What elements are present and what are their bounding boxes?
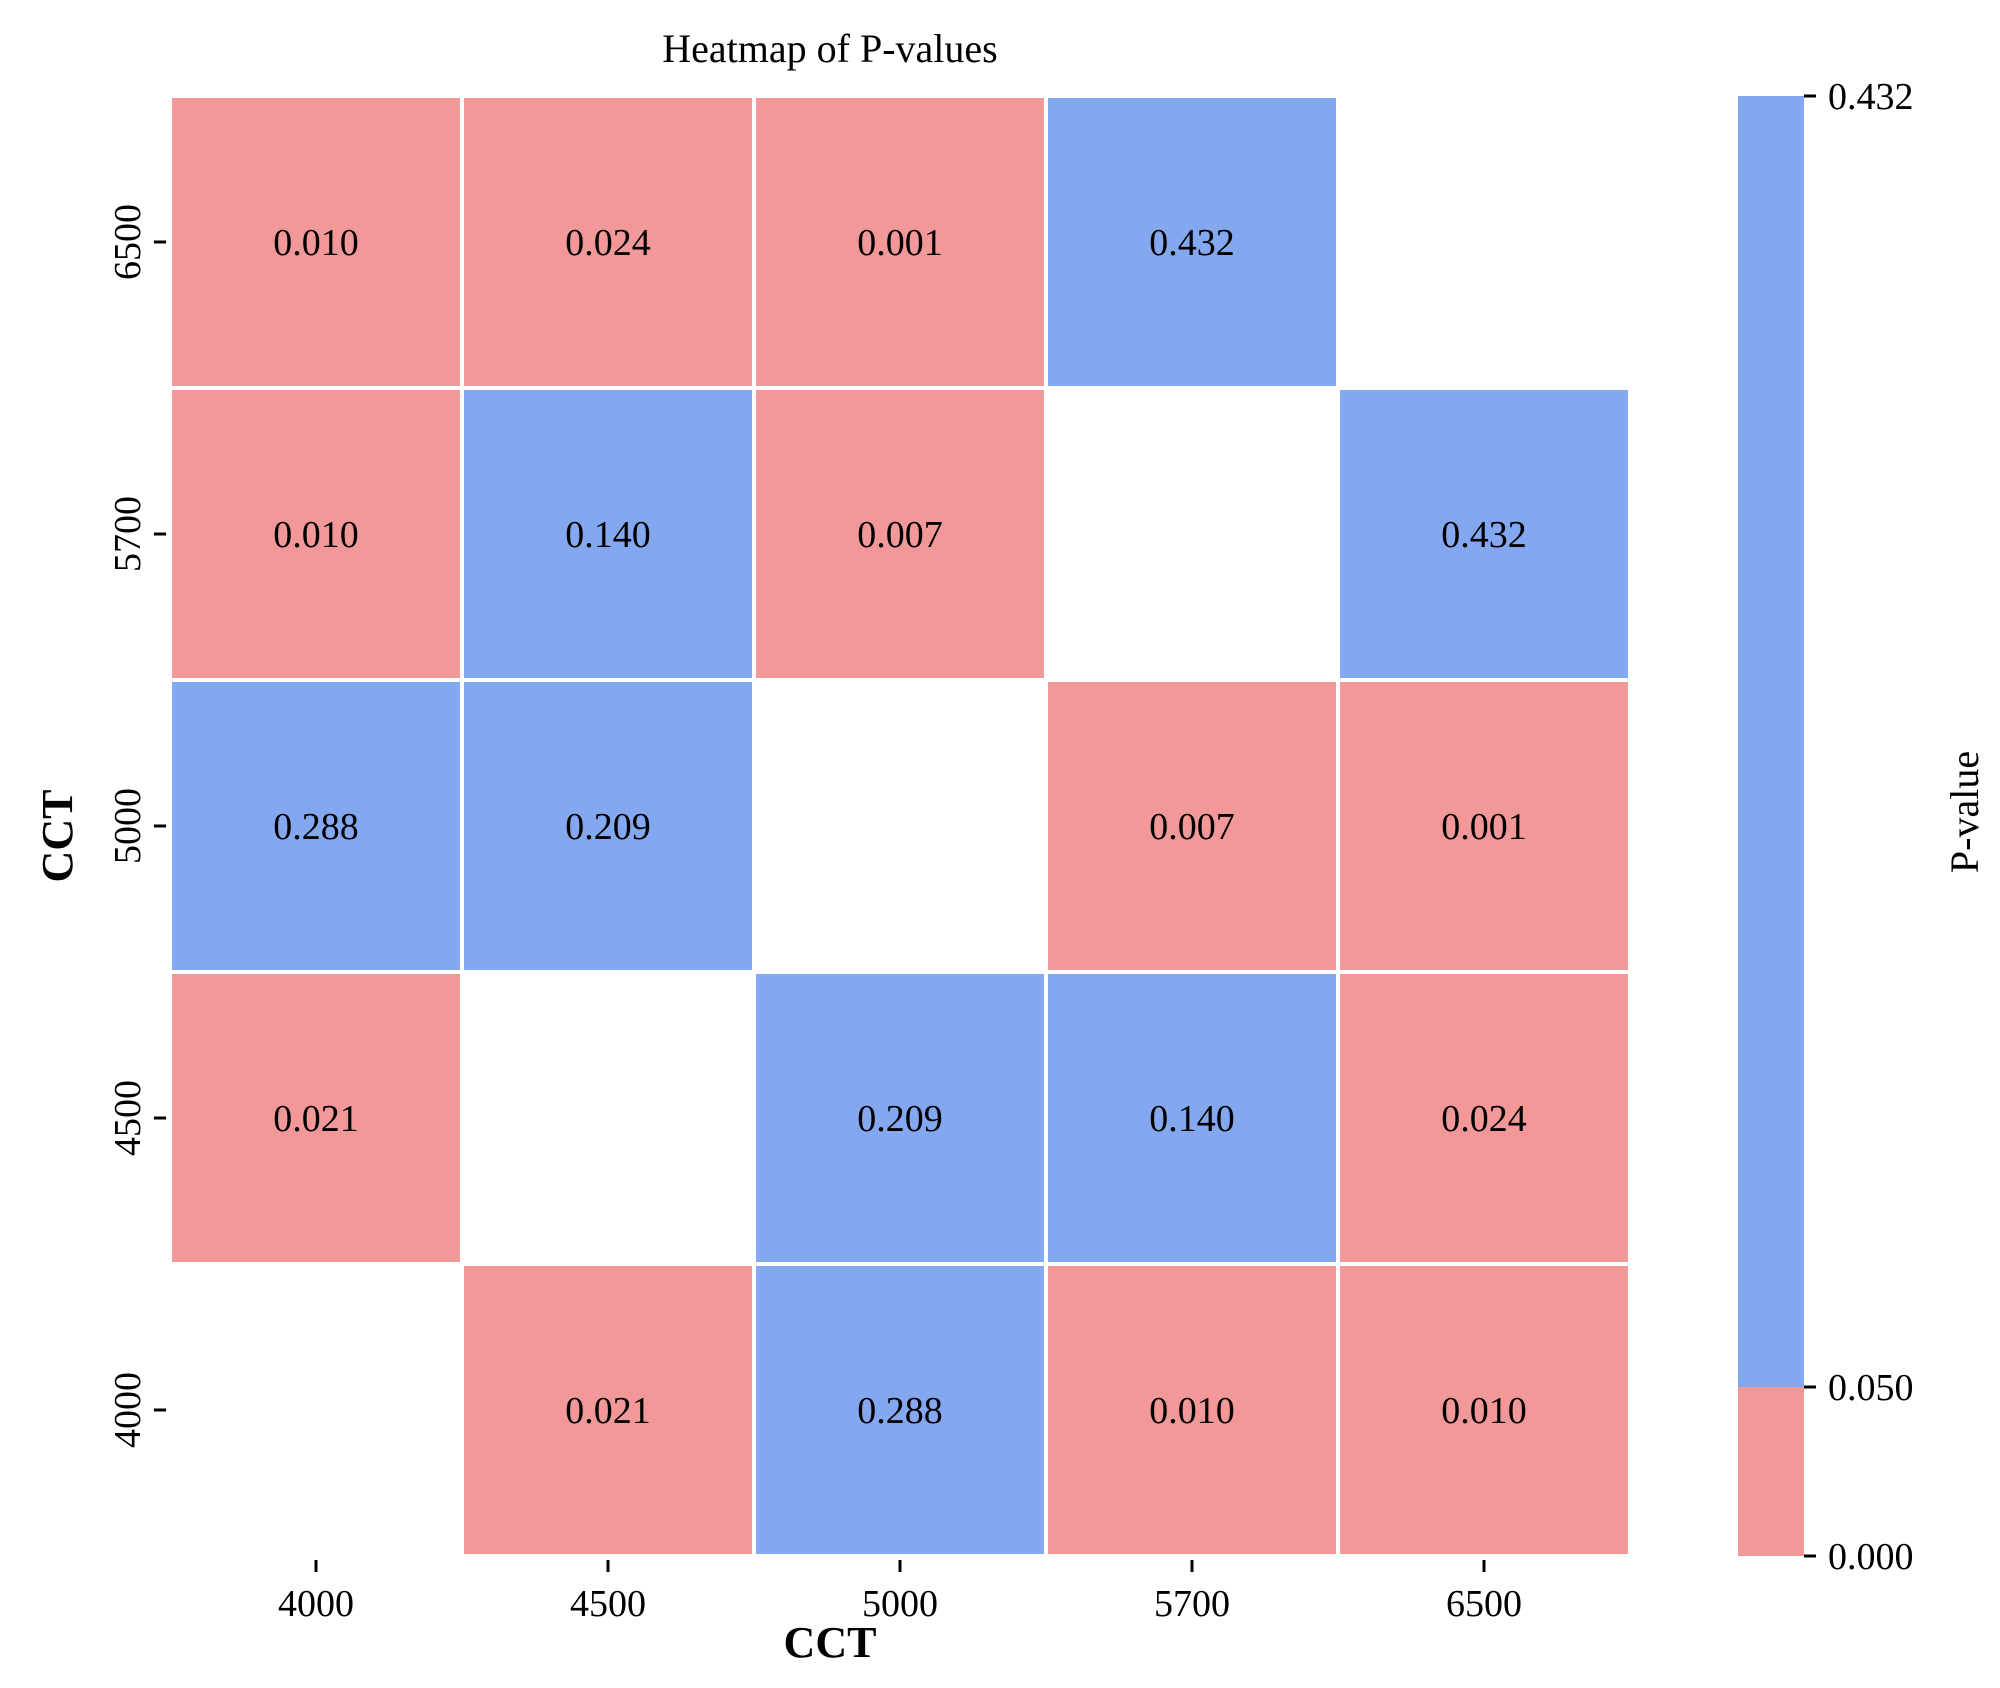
x-tick-label: 5000 (862, 1583, 938, 1625)
heatmap-cell (1044, 94, 1340, 390)
heatmap-cell (168, 970, 464, 1266)
colorbar-segment-below (1738, 1387, 1804, 1556)
cell-value-label: 0.010 (273, 514, 359, 556)
heatmap-cell (460, 94, 756, 390)
cell-value-label: 0.288 (857, 1390, 943, 1432)
colorbar-tick-label: 0.050 (1828, 1367, 1914, 1409)
colorbar-tick-label: 0.432 (1828, 76, 1914, 118)
cell-value-label: 0.001 (857, 222, 943, 264)
colorbar-label: P-value (1942, 751, 1987, 873)
heatmap-cell (752, 1262, 1048, 1558)
cell-value-label: 0.007 (1149, 806, 1235, 848)
heatmap-cell (1336, 386, 1632, 682)
cell-value-label: 0.432 (1441, 514, 1527, 556)
cell-value-label: 0.021 (273, 1098, 359, 1140)
heatmap-cell (460, 678, 756, 974)
y-tick-label: 5700 (107, 496, 149, 572)
cell-value-label: 0.432 (1149, 222, 1235, 264)
heatmap-cell (1336, 970, 1632, 1266)
x-tick-label: 4000 (278, 1583, 354, 1625)
cell-value-label: 0.021 (565, 1390, 651, 1432)
cell-value-label: 0.140 (565, 514, 651, 556)
y-tick-label: 6500 (107, 204, 149, 280)
y-axis-label: CCT (33, 790, 82, 883)
x-axis: 4000 4500 5000 5700 6500 (278, 1560, 1522, 1625)
cell-value-label: 0.010 (1149, 1390, 1235, 1432)
y-axis: 6500 5700 5000 4500 4000 (107, 204, 166, 1448)
cell-value-label: 0.010 (1441, 1390, 1527, 1432)
cell-value-label: 0.007 (857, 514, 943, 556)
y-tick-label: 5000 (107, 788, 149, 864)
x-tick-label: 6500 (1446, 1583, 1522, 1625)
heatmap-cell (460, 386, 756, 682)
y-tick-label: 4500 (107, 1080, 149, 1156)
cell-value-label: 0.024 (565, 222, 651, 264)
heatmap-cells: 0.010 0.024 0.001 0.432 0.010 0.140 0.007 0.432… (168, 94, 1632, 1558)
cell-value-label: 0.209 (857, 1098, 943, 1140)
x-axis-label: CCT (784, 1618, 877, 1667)
chart-title: Heatmap of P-values (662, 26, 997, 71)
heatmap-cell (752, 970, 1048, 1266)
y-tick-label: 4000 (107, 1372, 149, 1448)
colorbar-tick-label: 0.000 (1828, 1536, 1914, 1578)
heatmap-cell (168, 94, 464, 390)
cell-value-label: 0.010 (273, 222, 359, 264)
heatmap-cell (1336, 1262, 1632, 1558)
heatmap-cell (752, 94, 1048, 390)
heatmap-cell (1336, 678, 1632, 974)
heatmap-cell (752, 386, 1048, 682)
cell-value-label: 0.001 (1441, 806, 1527, 848)
x-tick-label: 4500 (570, 1583, 646, 1625)
x-tick-label: 5700 (1154, 1583, 1230, 1625)
heatmap-cell (168, 386, 464, 682)
cell-value-label: 0.288 (273, 806, 359, 848)
cell-value-label: 0.209 (565, 806, 651, 848)
heatmap-cell (1044, 1262, 1340, 1558)
heatmap-cell (460, 1262, 756, 1558)
cell-value-label: 0.140 (1149, 1098, 1235, 1140)
colorbar-segment-above (1738, 96, 1804, 1388)
colorbar: 0.432 0.050 0.000 (1738, 76, 1914, 1578)
cell-value-label: 0.024 (1441, 1098, 1527, 1140)
